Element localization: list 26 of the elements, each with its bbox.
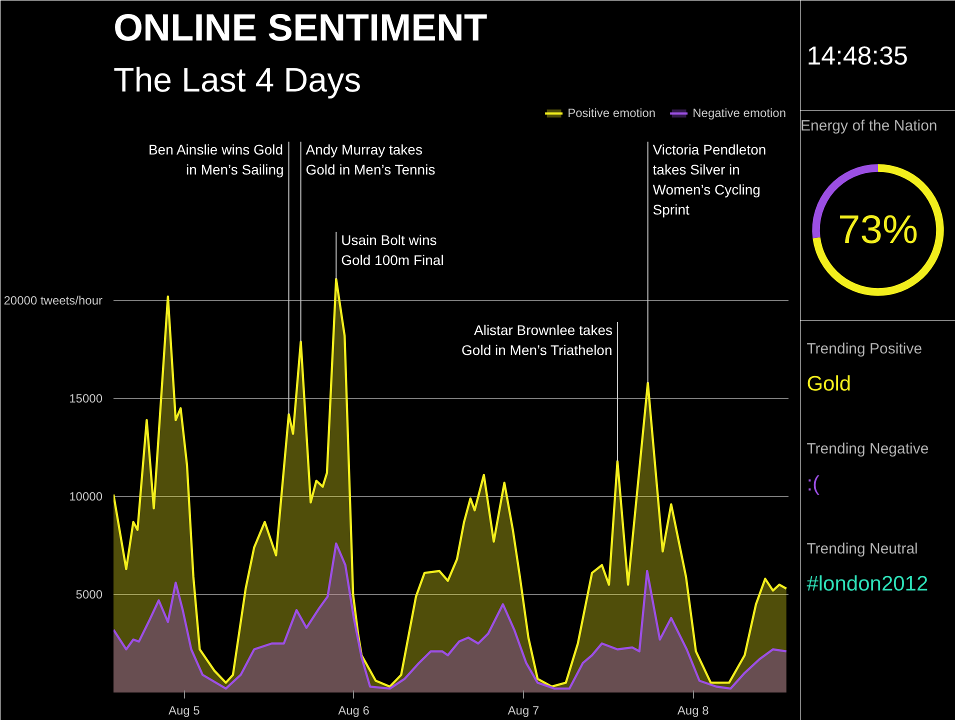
chart-title: ONLINE SENTIMENT: [114, 8, 488, 50]
x-tick-label: Aug 5: [168, 704, 200, 718]
text: :(: [806, 472, 820, 496]
text: 14:48:35: [806, 40, 908, 70]
annotation: Usain Bolt wins Gold 100m Final: [341, 232, 444, 268]
chart-subtitle: The Last 4 Days: [114, 62, 362, 100]
y-tick-label: 10000: [69, 490, 103, 504]
annotation: Victoria Pendleton takes Silver in Women’s Cycling Sprint: [652, 142, 766, 218]
text: #london2012: [806, 572, 928, 596]
annotation: Alistar Brownlee takes Gold in Men’s Triathelon: [462, 322, 613, 358]
text: Trending Neutral: [806, 540, 918, 558]
annotation: Ben Ainslie wins Gold in Men’s Sailing: [148, 142, 284, 178]
legend-label: Negative emotion: [692, 106, 786, 120]
text: Trending Positive: [806, 340, 922, 358]
x-tick-label: Aug 7: [508, 704, 540, 718]
y-tick-label: 20000 tweets/hour: [4, 294, 103, 308]
x-tick-label: Aug 8: [677, 704, 710, 718]
text: Gold: [806, 372, 852, 396]
text: Trending Negative: [806, 440, 929, 458]
y-tick-label: 15000: [69, 392, 103, 406]
data-label: 73%: [838, 208, 918, 252]
annotation: Andy Murray takes Gold in Men’s Tennis: [306, 142, 436, 178]
chart-title: Energy of the Nation: [800, 118, 938, 134]
y-tick-label: 5000: [76, 588, 103, 602]
legend-label: Positive emotion: [568, 106, 656, 120]
x-tick-label: Aug 6: [338, 704, 370, 718]
